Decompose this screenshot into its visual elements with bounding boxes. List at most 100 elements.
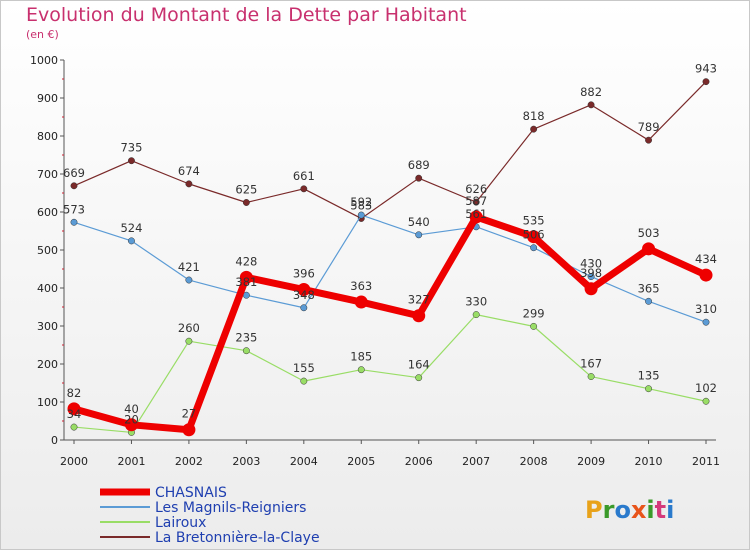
proxiti-logo: Proxiti <box>585 496 674 524</box>
data-point <box>185 180 193 188</box>
data-label: 674 <box>178 164 200 178</box>
data-label: 583 <box>350 198 372 212</box>
data-label: 167 <box>580 357 602 371</box>
data-label: 789 <box>638 120 660 134</box>
data-label: 430 <box>580 257 602 271</box>
data-point <box>70 182 78 190</box>
data-label: 20 <box>124 412 139 426</box>
data-point <box>642 242 656 256</box>
data-label: 348 <box>293 288 315 302</box>
data-point <box>587 101 595 109</box>
data-label: 381 <box>235 275 257 289</box>
watermark-letter: r <box>603 496 615 524</box>
data-labels: 669 735 674 625 661 583 689 626 818 882 789 943 34 20… <box>63 62 717 427</box>
x-tick-label: 2005 <box>347 455 375 468</box>
axes: 0 100 200 300 400 500 600 700 800 900 1000 2000 2001… <box>30 54 720 468</box>
data-label: 592 <box>350 195 372 209</box>
data-label: 587 <box>465 194 487 208</box>
data-point <box>128 237 135 245</box>
watermark-letter: o <box>614 496 631 524</box>
data-label: 689 <box>408 158 430 172</box>
data-label: 943 <box>695 62 717 76</box>
data-label: 524 <box>120 221 142 235</box>
data-label: 535 <box>523 214 545 228</box>
x-tick-label: 2002 <box>175 455 203 468</box>
x-tick-label: 2010 <box>635 455 663 468</box>
data-label: 235 <box>235 331 257 345</box>
x-tick-label: 2001 <box>117 455 145 468</box>
data-point <box>702 397 710 405</box>
x-tick-label: 2003 <box>232 455 260 468</box>
data-label: 661 <box>293 169 315 183</box>
data-point <box>530 125 538 133</box>
data-label: 82 <box>67 386 82 400</box>
data-point <box>128 157 135 165</box>
data-point <box>699 268 713 282</box>
data-point <box>587 373 595 380</box>
data-label: 164 <box>408 358 430 372</box>
data-point <box>415 231 423 239</box>
data-label: 434 <box>695 252 717 266</box>
y-tick-label: 700 <box>37 168 58 181</box>
data-point <box>645 297 652 305</box>
data-label: 327 <box>408 293 430 307</box>
data-label: 735 <box>120 141 142 155</box>
y-tick-label: 100 <box>37 396 58 409</box>
y-tick-label: 600 <box>37 206 58 219</box>
data-label: 503 <box>638 226 660 240</box>
data-label: 669 <box>63 166 85 180</box>
y-tick-label: 200 <box>37 358 58 371</box>
x-tick-label: 2000 <box>60 455 88 468</box>
data-point <box>469 210 483 224</box>
data-point <box>530 244 538 252</box>
data-point <box>584 282 598 296</box>
y-tick-label: 400 <box>37 282 58 295</box>
data-label: 299 <box>523 306 545 320</box>
series-line-chasnais <box>70 213 710 434</box>
watermark-letter: x <box>631 496 647 524</box>
watermark-letter: P <box>585 496 603 524</box>
watermark-text: Proxiti <box>585 496 674 524</box>
watermark-letter: i <box>646 496 654 524</box>
watermark-letter: i <box>666 496 674 524</box>
data-label: 102 <box>695 381 717 395</box>
data-label: 882 <box>580 85 602 99</box>
data-label: 506 <box>523 228 545 242</box>
data-label: 135 <box>638 369 660 383</box>
data-label: 818 <box>523 109 545 123</box>
data-point <box>182 423 196 437</box>
x-tick-label: 2009 <box>577 455 605 468</box>
data-point <box>300 304 308 312</box>
data-point <box>357 366 365 374</box>
data-point <box>357 211 365 219</box>
y-tick-label: 0 <box>51 434 58 447</box>
data-point <box>300 185 308 193</box>
data-point <box>242 199 250 206</box>
data-label: 365 <box>638 281 660 295</box>
data-label: 540 <box>408 215 430 229</box>
x-tick-label: 2008 <box>520 455 548 468</box>
data-label: 561 <box>465 207 487 221</box>
data-label: 310 <box>695 302 717 316</box>
legend-label: Les Magnils-Reigniers <box>155 500 306 516</box>
data-label: 330 <box>465 295 487 309</box>
data-label: 27 <box>182 407 197 421</box>
data-point <box>300 377 308 385</box>
x-tick-label: 2011 <box>692 455 720 468</box>
data-label: 625 <box>235 183 257 197</box>
data-point <box>472 198 480 206</box>
data-point <box>587 273 595 281</box>
data-point <box>242 347 250 355</box>
data-label: 398 <box>580 266 602 280</box>
data-point <box>124 418 138 432</box>
data-point <box>70 423 78 431</box>
series-line-lairoux <box>73 314 707 433</box>
data-point <box>472 311 480 319</box>
legend-label: CHASNAIS <box>155 485 227 501</box>
y-tick-label: 900 <box>37 92 58 105</box>
data-label: 573 <box>63 202 85 216</box>
series-lines <box>67 78 713 437</box>
